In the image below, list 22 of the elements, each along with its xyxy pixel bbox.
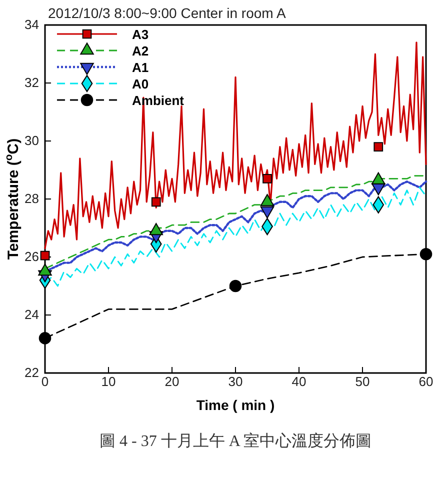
x-tick-label: 60 (418, 374, 434, 390)
legend-label: A1 (132, 60, 149, 75)
line-series (44, 42, 427, 250)
y-tick-label: 28 (24, 191, 39, 206)
y-tick-label: 30 (24, 133, 39, 148)
y-tick-label: 32 (24, 75, 39, 90)
x-tick-label: 50 (355, 374, 370, 390)
y-tick-label: 26 (24, 249, 39, 264)
x-tick-label: 10 (101, 374, 116, 390)
legend-label: A2 (132, 44, 149, 58)
y-tick-label: 22 (24, 365, 39, 380)
caption: 圖 4 - 37 十月上午 A 室中心溫度分佈圖 (100, 432, 372, 450)
x-tick-label: 40 (292, 374, 306, 390)
legend-label: A0 (132, 76, 149, 92)
x-tick-label: 20 (164, 374, 180, 390)
legend-label: A3 (132, 27, 149, 42)
x-axis-title: Time ( min ) (196, 397, 275, 413)
x-tick-label: 0 (41, 374, 49, 390)
y-tick-label: 34 (24, 17, 39, 32)
chart-title: 2012/10/3 8:00~9:00 Center in room A (48, 5, 286, 21)
y-tick-label: 24 (24, 307, 39, 322)
x-tick-label: 30 (228, 374, 243, 390)
